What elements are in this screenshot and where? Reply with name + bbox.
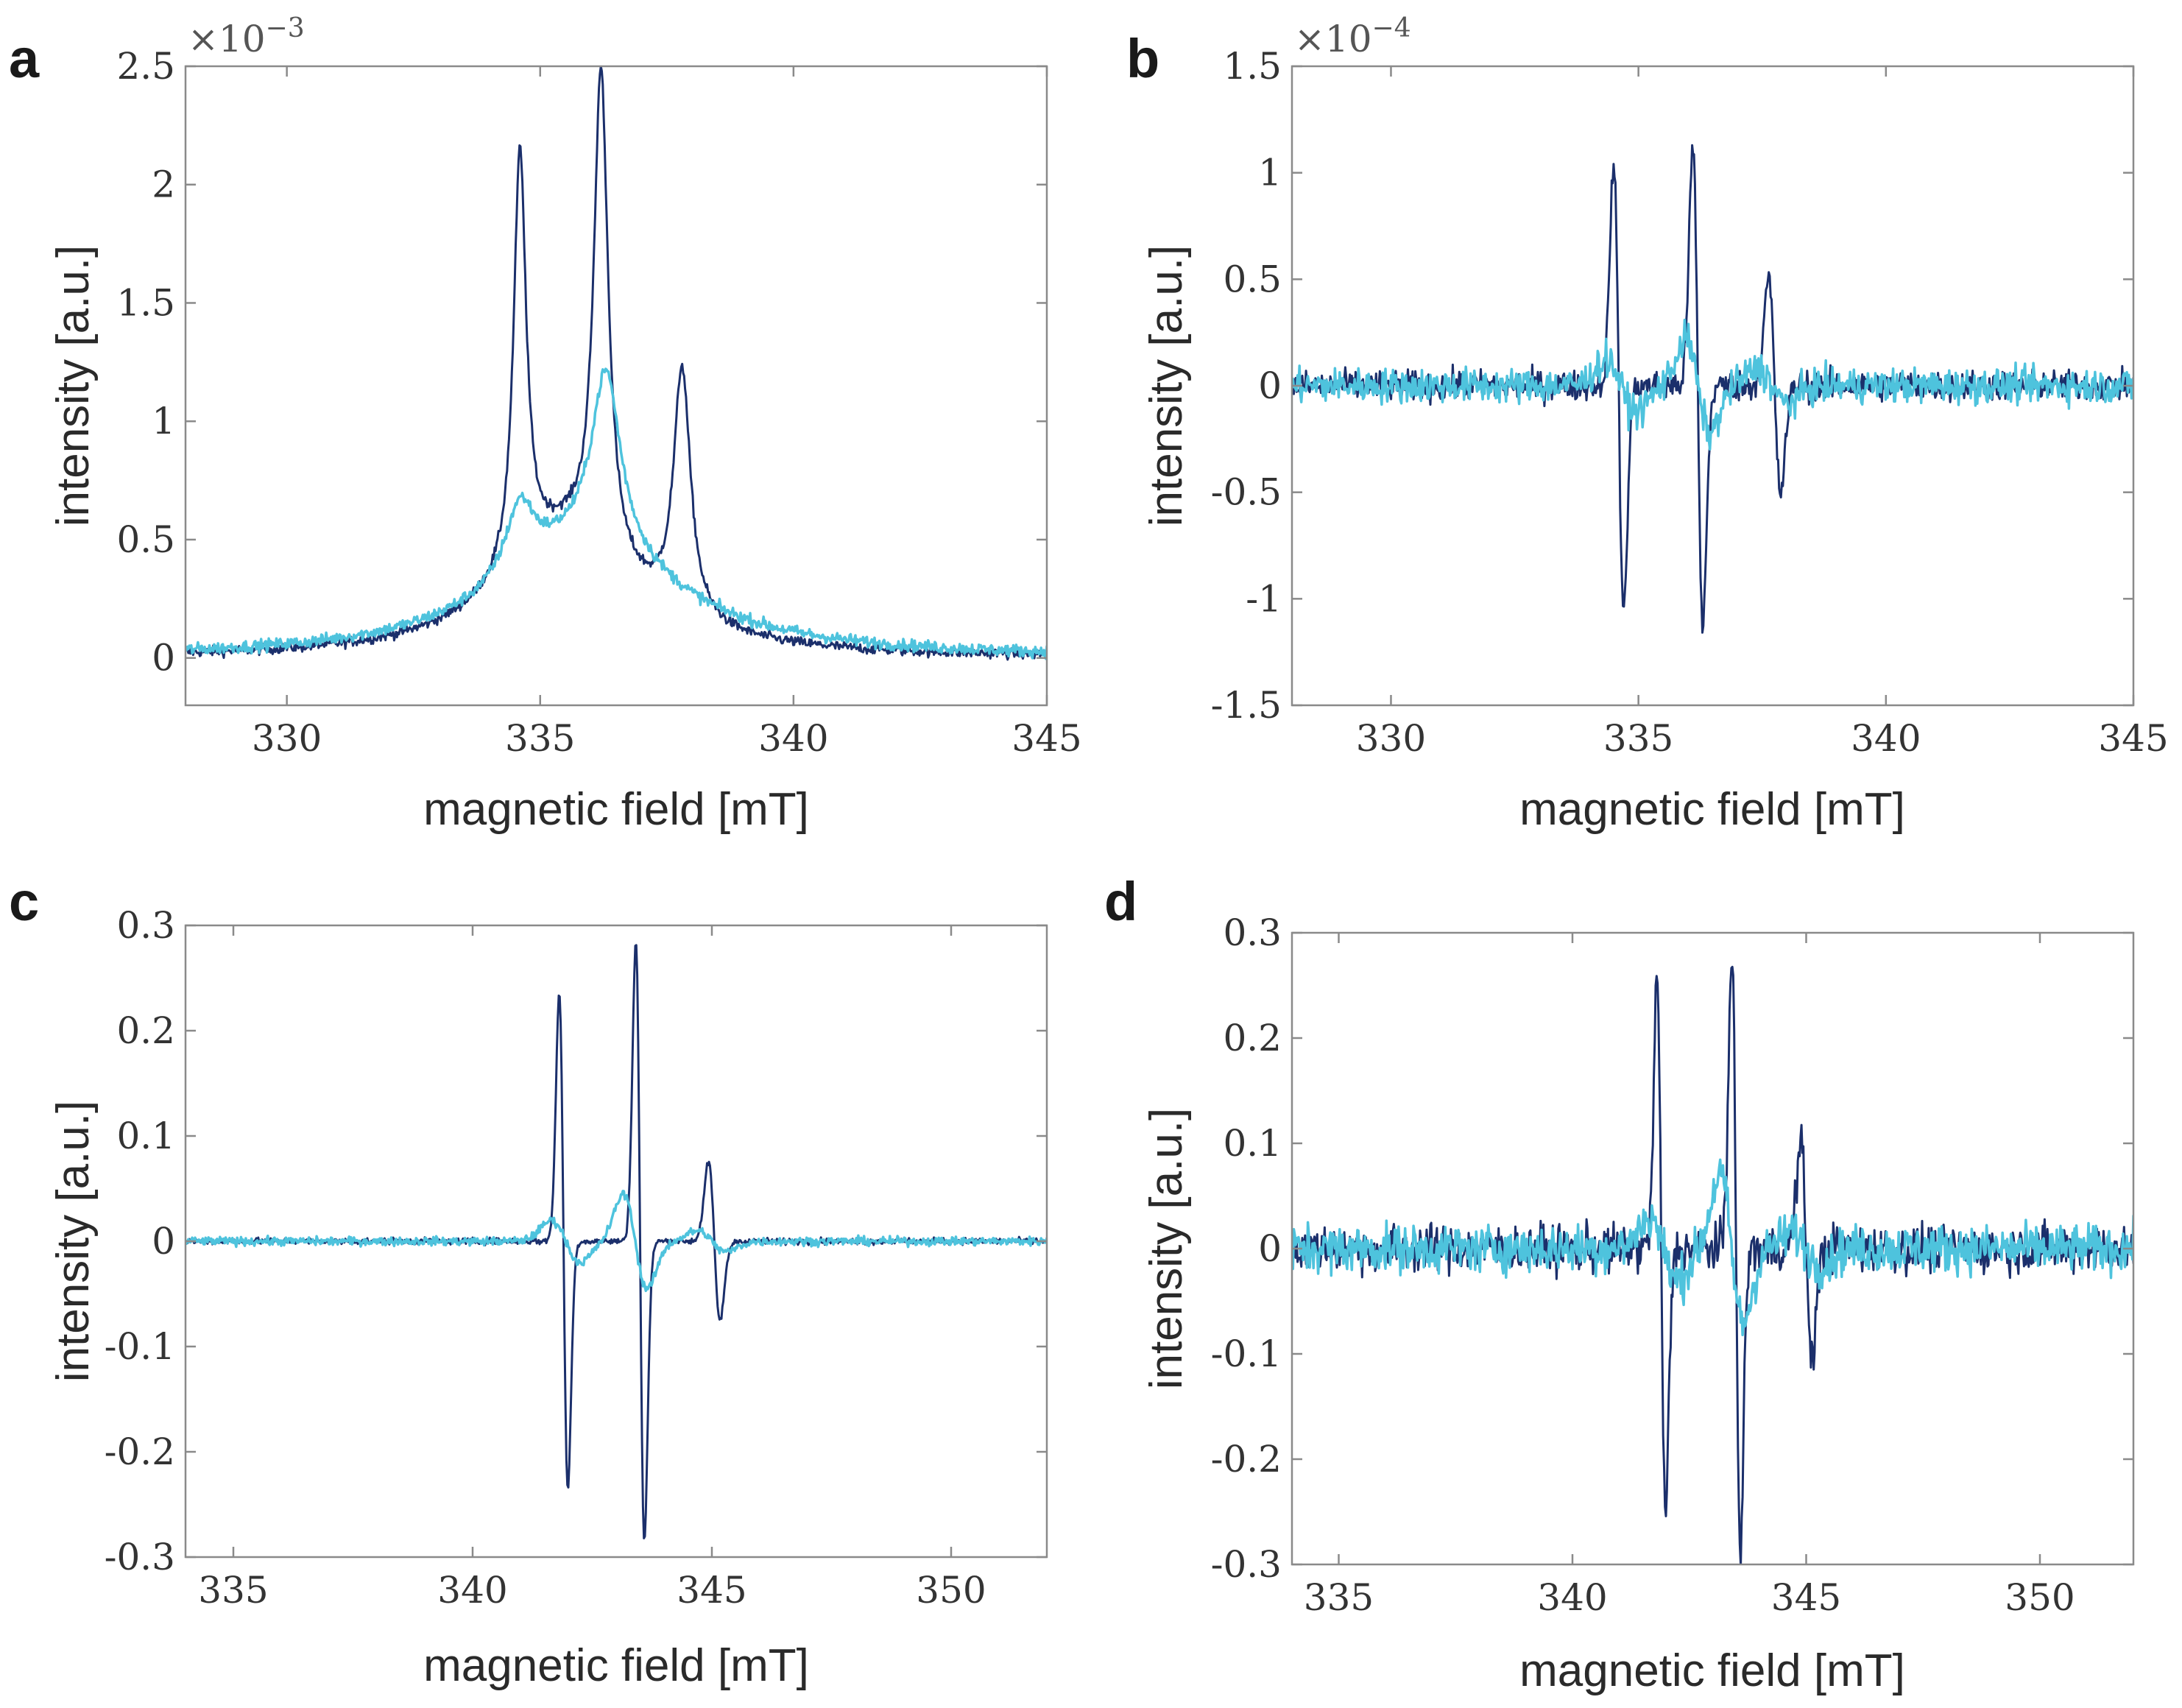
y-tick-label-c: -0.1 [105, 1325, 175, 1368]
x-tick-label-b: 345 [2098, 717, 2168, 760]
panel-b: b ×10−4 magnetic field [mT] intensity [a… [1126, 13, 2169, 835]
y-axis-title-b: intensity [a.u.] [1141, 245, 1192, 527]
x-tick-label-b: 340 [1851, 717, 1921, 760]
y-tick-label-b: -1 [1246, 577, 1282, 620]
y-tick-label-c: -0.2 [105, 1430, 175, 1473]
y-tick-label-c: 0.3 [116, 904, 175, 947]
x-tick-label-b: 330 [1356, 717, 1426, 760]
y-axis-title-a: intensity [a.u.] [48, 245, 99, 527]
series-light-line-b [1292, 318, 2133, 451]
series-light-line-a [186, 367, 1047, 660]
y-tick-label-b: -0.5 [1211, 471, 1282, 514]
x-tick-label-c: 340 [437, 1569, 507, 1612]
panel-c: c magnetic field [mT] intensity [a.u.] 3… [9, 871, 1048, 1691]
y-tick-label-b: -1.5 [1211, 684, 1282, 727]
y-tick-label-d: -0.3 [1211, 1543, 1282, 1586]
y-tick-label-c: 0.1 [116, 1115, 175, 1157]
y-tick-label-a: 2.5 [116, 45, 175, 88]
y-tick-label-b: 1.5 [1223, 45, 1282, 88]
y-exponent-label-b: ×10−4 [1294, 13, 1411, 60]
x-axis-title-d: magnetic field [mT] [1519, 1645, 1905, 1696]
y-tick-label-a: 1 [152, 400, 175, 442]
y-tick-label-a: 2 [152, 163, 175, 206]
y-tick-label-d: -0.1 [1211, 1333, 1282, 1375]
x-tick-label-d: 350 [2005, 1576, 2075, 1619]
y-tick-label-c: 0 [152, 1220, 175, 1263]
panel-letter-c: c [9, 871, 39, 932]
y-tick-label-d: 0.2 [1223, 1017, 1282, 1059]
y-tick-label-d: 0 [1258, 1227, 1282, 1270]
x-tick-label-c: 345 [677, 1569, 746, 1612]
x-tick-label-a: 330 [252, 717, 322, 760]
y-tick-label-b: 1 [1258, 152, 1282, 194]
panel-d: d magnetic field [mT] intensity [a.u.] 3… [1104, 871, 2135, 1696]
x-tick-label-a: 340 [758, 717, 828, 760]
x-tick-label-b: 335 [1603, 717, 1673, 760]
plot-area-d [1292, 965, 2133, 1564]
panel-letter-b: b [1126, 28, 1159, 89]
panel-a: a ×10−3 magnetic field [mT] intensity [a… [9, 13, 1082, 835]
y-tick-label-d: 0.3 [1223, 911, 1282, 954]
series-light-line-d [1292, 1158, 2133, 1337]
y-tick-label-c: 0.2 [116, 1009, 175, 1052]
x-tick-label-c: 350 [916, 1569, 986, 1612]
series-dark-line-a [186, 66, 1047, 661]
axes-frame-a [184, 65, 1048, 707]
x-tick-label-c: 335 [198, 1569, 268, 1612]
panel-letter-d: d [1104, 871, 1137, 932]
y-tick-label-d: -0.2 [1211, 1438, 1282, 1481]
x-axis-title-c: magnetic field [mT] [423, 1640, 809, 1691]
y-axis-title-c: intensity [a.u.] [48, 1101, 99, 1383]
plot-area-b [1292, 144, 2133, 634]
x-axis-title-a: magnetic field [mT] [423, 784, 809, 835]
panel-letter-a: a [9, 28, 40, 89]
series-light-line-c [186, 1190, 1047, 1293]
plot-area-a [186, 66, 1047, 661]
x-tick-label-a: 345 [1011, 717, 1081, 760]
y-axis-title-d: intensity [a.u.] [1141, 1108, 1192, 1390]
y-tick-label-d: 0.1 [1223, 1122, 1282, 1165]
series-dark-line-d [1292, 965, 2133, 1564]
x-tick-label-d: 345 [1771, 1576, 1841, 1619]
y-tick-label-a: 0 [152, 637, 175, 680]
x-axis-title-b: magnetic field [mT] [1519, 784, 1905, 835]
plot-area-c [186, 944, 1047, 1539]
y-exponent-label-a: ×10−3 [188, 13, 305, 60]
y-tick-label-c: -0.3 [105, 1536, 175, 1578]
x-tick-label-d: 340 [1537, 1576, 1607, 1619]
y-tick-label-b: 0.5 [1223, 258, 1282, 300]
y-tick-label-b: 0 [1258, 364, 1282, 407]
y-tick-label-a: 0.5 [116, 518, 175, 561]
x-tick-label-a: 335 [505, 717, 575, 760]
x-tick-label-d: 335 [1304, 1576, 1374, 1619]
y-tick-label-a: 1.5 [116, 281, 175, 324]
